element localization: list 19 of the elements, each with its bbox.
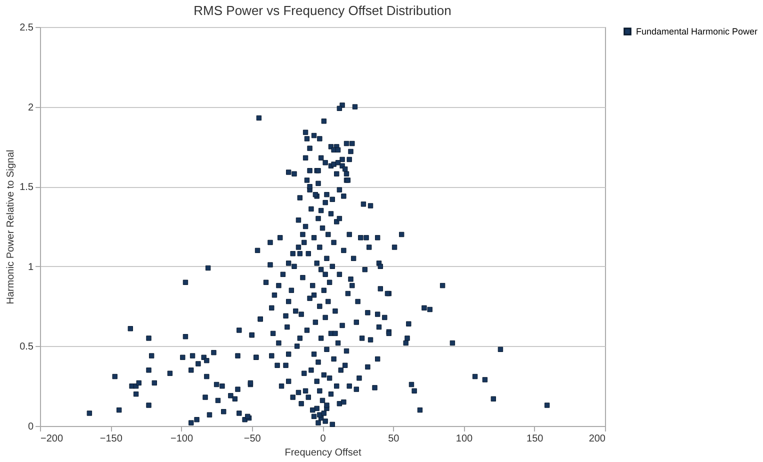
y-tick-label: 1.5: [20, 182, 34, 194]
y-tick-label: 1: [28, 262, 34, 273]
x-axis-title: Frequency Offset: [284, 448, 362, 458]
x-tick-label: 50: [388, 434, 400, 444]
y-tick-label: 0.5: [20, 342, 34, 353]
x-tick-label: −50: [244, 434, 262, 444]
x-tick-label: 150: [526, 434, 544, 444]
x-tick-label: 100: [456, 434, 474, 444]
chart-title: RMS Power vs Frequency Offset Distribution: [194, 3, 452, 18]
x-tick-label: −150: [100, 434, 123, 444]
x-tick-label: 0: [320, 434, 326, 444]
y-tick-label: 0: [28, 422, 34, 432]
y-tick-label: 2: [28, 102, 34, 114]
legend-label: Fundamental Harmonic Power: [636, 26, 758, 36]
x-tick-label: −200: [40, 434, 64, 444]
x-tick-label: 200: [588, 434, 606, 444]
y-tick-label: 2.5: [20, 22, 34, 34]
y-axis-title: Harmonic Power Relative to Signal: [6, 150, 17, 304]
x-tick-label: −100: [170, 434, 194, 444]
